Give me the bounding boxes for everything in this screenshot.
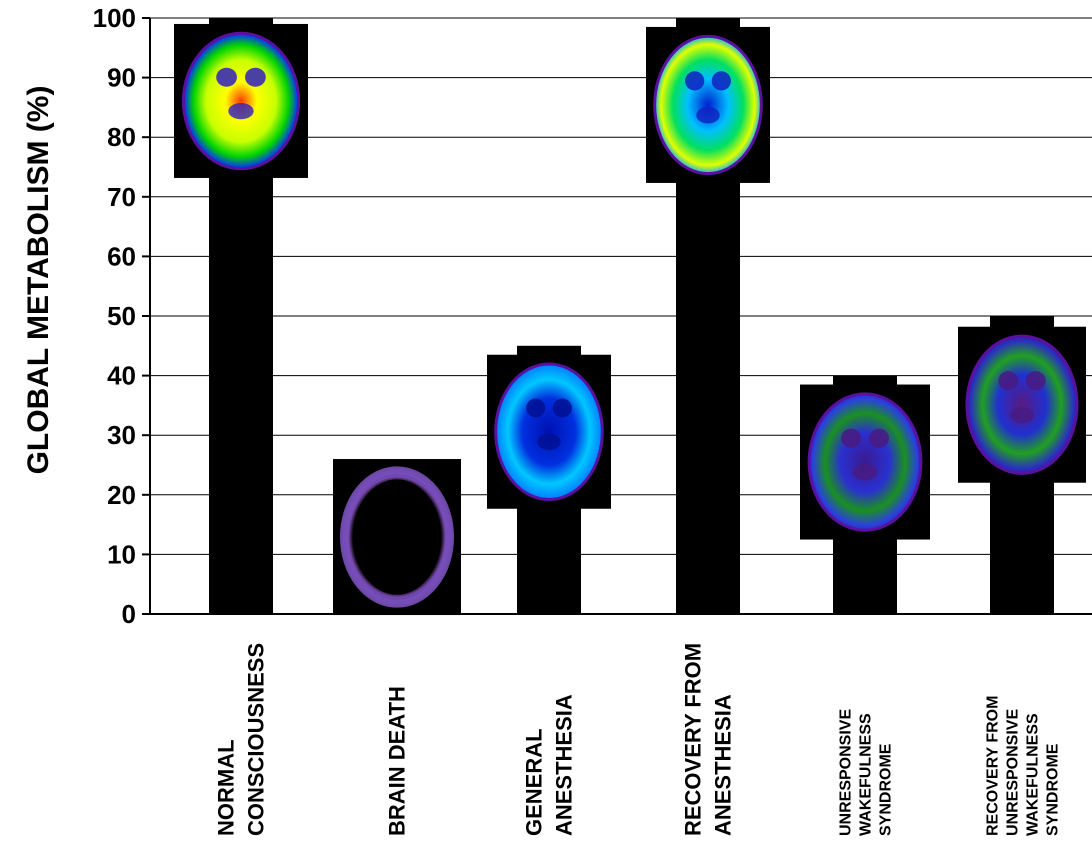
x-category-label-line: WAKEFULNESS — [858, 713, 875, 836]
pet-scan-recovery-anesthesia-icon — [646, 26, 770, 183]
y-tick-labels: 0 10 20 30 40 50 60 70 80 90 100 — [93, 3, 136, 629]
y-tick-label: 40 — [107, 361, 136, 391]
y-tick-label: 50 — [107, 301, 136, 331]
pet-scan-normal-icon — [174, 23, 308, 178]
x-category-label-line: SYNDROME — [1045, 743, 1062, 836]
y-tick-label: 10 — [107, 539, 136, 569]
x-category-label-line: WAKEFULNESS — [1025, 713, 1042, 836]
pet-scan-brain-death-icon — [333, 459, 461, 616]
y-tick-label: 100 — [93, 3, 136, 33]
x-category-label-line: SYNDROME — [878, 743, 895, 836]
x-category-label: RECOVERY FROM ANESTHESIA — [681, 643, 736, 836]
pet-scan-recovery-uws-icon — [958, 326, 1086, 483]
x-category-label: BRAIN DEATH — [385, 686, 410, 836]
x-category-label-line: UNRESPONSIVE — [1005, 709, 1022, 836]
x-category-label-line: RECOVERY FROM — [681, 643, 706, 836]
x-category-label: RECOVERY FROM UNRESPONSIVE WAKEFULNESS SYND… — [985, 696, 1062, 836]
x-category-label-line: BRAIN DEATH — [385, 686, 410, 836]
y-tick-label: 0 — [122, 599, 136, 629]
x-category-label-line: GENERAL — [522, 728, 547, 836]
gridlines — [150, 17, 1092, 555]
x-category-label-line: RECOVERY FROM — [985, 696, 1002, 836]
x-category-label-line: NORMAL — [214, 739, 239, 836]
x-category-labels: NORMAL CONSCIOUSNESS BRAIN DEATH GENERAL ANE… — [214, 643, 1062, 836]
y-tick-label: 80 — [107, 122, 136, 152]
x-category-label: GENERAL ANESTHESIA — [522, 694, 577, 836]
brain-scans — [174, 23, 1086, 616]
x-category-label-line: ANESTHESIA — [552, 694, 577, 836]
x-category-label: NORMAL CONSCIOUSNESS — [214, 643, 269, 836]
y-tick-label: 70 — [107, 182, 136, 212]
pet-scan-anesthesia-icon — [487, 354, 611, 509]
y-tick-label: 90 — [107, 63, 136, 93]
x-category-label-line: CONSCIOUSNESS — [244, 643, 269, 836]
y-axis-label: GLOBAL METABOLISM (%) — [22, 86, 55, 475]
y-tick-label: 60 — [107, 241, 136, 271]
axes — [142, 17, 1092, 615]
y-tick-label: 30 — [107, 420, 136, 450]
x-category-label: UNRESPONSIVE WAKEFULNESS SYNDROME — [838, 709, 895, 836]
x-category-label-line: UNRESPONSIVE — [838, 709, 855, 836]
y-tick-label: 20 — [107, 480, 136, 510]
x-category-label-line: ANESTHESIA — [711, 694, 736, 836]
pet-scan-uws-icon — [800, 384, 930, 540]
